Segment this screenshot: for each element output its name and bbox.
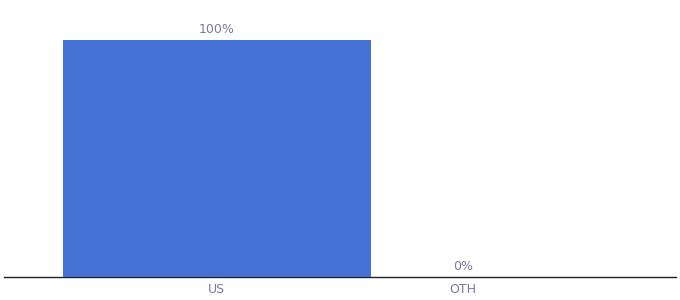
Text: 100%: 100% — [199, 23, 235, 36]
Bar — [63, 40, 371, 277]
Text: 0%: 0% — [453, 260, 473, 272]
